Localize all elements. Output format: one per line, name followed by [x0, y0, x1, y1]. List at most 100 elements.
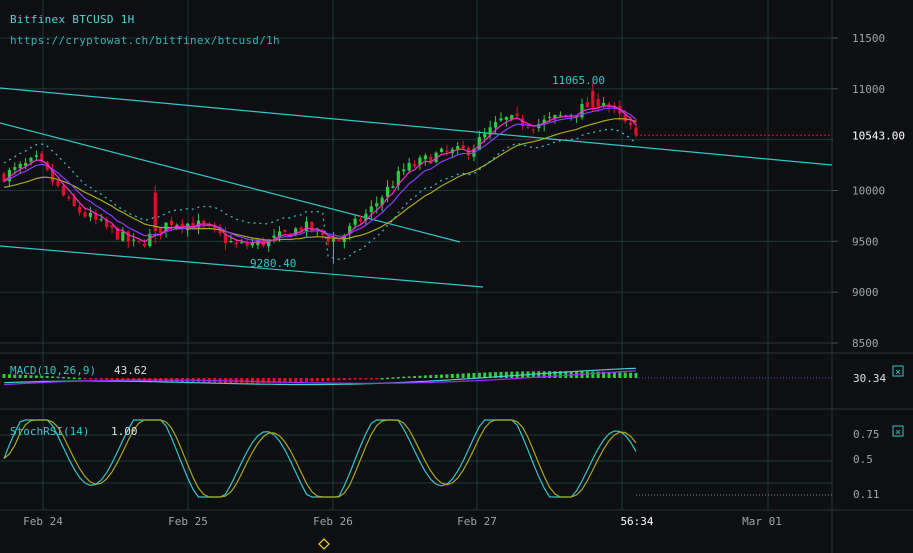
macd-bar	[342, 378, 346, 381]
ema-slow-line	[3, 117, 637, 241]
candle-body	[520, 118, 525, 127]
candle-body	[456, 146, 460, 150]
macd-line	[3, 367, 637, 386]
macd-bar	[499, 371, 503, 378]
macd-bar	[245, 378, 249, 384]
macd-bar	[110, 378, 114, 380]
macd-value: 43.62	[114, 364, 147, 377]
macd-close-glyph: ×	[895, 367, 901, 378]
macd-close-icon	[892, 365, 904, 377]
macd-bar	[542, 371, 546, 378]
candle-body	[142, 243, 147, 246]
candle-body	[380, 197, 384, 205]
macd-bar	[72, 377, 76, 380]
macd-bar	[353, 378, 357, 380]
candle-body	[67, 197, 71, 199]
last-price-label: 10543.00	[852, 129, 905, 142]
macd-bar	[623, 372, 627, 378]
candle-body	[402, 169, 406, 172]
macd-bar	[348, 378, 352, 380]
candle-body	[601, 102, 606, 106]
candle-body	[299, 227, 303, 231]
candle-body	[191, 222, 195, 229]
candle-body	[348, 225, 352, 235]
low-price-label: 9280.40	[250, 257, 296, 270]
macd-bar	[88, 378, 92, 380]
signal-line	[3, 370, 637, 386]
candle-body	[56, 180, 60, 186]
scroll-handle-icon[interactable]	[318, 538, 330, 550]
macd-bar	[304, 378, 308, 382]
macd-bar	[326, 378, 330, 381]
macd-histogram	[2, 371, 638, 384]
macd-bar	[126, 378, 130, 381]
macd-bar	[105, 378, 109, 380]
time-label-box	[614, 512, 660, 530]
candle-body	[553, 114, 557, 119]
stochrsi-tick-label: 0.11	[853, 488, 880, 501]
macd-bar	[375, 378, 379, 380]
chart-url[interactable]: https://cryptowat.ch/bitfinex/btcusd/1h	[10, 34, 280, 47]
last-price-box	[833, 126, 913, 145]
macd-bar	[267, 378, 271, 383]
stochrsi-k-line	[3, 419, 637, 498]
candle-body	[7, 169, 12, 182]
candle-body	[180, 223, 184, 229]
macd-bar	[261, 378, 265, 384]
macd-bar	[629, 372, 633, 378]
candle-body	[2, 173, 6, 182]
macd-bar	[445, 374, 449, 378]
macd-bar	[61, 376, 65, 379]
candle-body	[434, 152, 438, 162]
macd-bar	[585, 371, 589, 378]
candle-body	[391, 186, 395, 188]
macd-bar	[548, 371, 552, 378]
candle-body	[78, 206, 82, 213]
price-tick-label: 10000	[852, 185, 885, 198]
candle-body	[34, 155, 39, 157]
candle-body	[218, 228, 222, 234]
candle-body	[596, 98, 600, 107]
candle-body	[261, 239, 265, 247]
macd-bar	[78, 377, 82, 380]
x-tick-label: Feb 27	[457, 515, 497, 528]
stochrsi-d-line	[3, 419, 637, 498]
candle-body	[110, 225, 114, 228]
candle-body	[94, 212, 98, 220]
candle-body	[418, 157, 422, 165]
candle-body	[159, 227, 163, 234]
candle-body	[24, 162, 28, 166]
ema-fast-line	[3, 105, 637, 245]
candle-body	[483, 133, 487, 138]
stochrsi-tick-label: 0.5	[853, 453, 873, 466]
candle-body	[121, 231, 125, 241]
stochrsi-value: 1.00	[111, 425, 138, 438]
candle-body	[493, 122, 498, 128]
candle-body	[634, 127, 638, 136]
macd-bar	[40, 375, 44, 378]
macd-bar	[332, 378, 336, 381]
macd-bar	[67, 377, 71, 379]
macd-bar	[115, 378, 119, 380]
stochrsi-label: StochRSI(14)	[10, 425, 89, 438]
macd-bar	[56, 376, 60, 379]
candle-body	[304, 221, 309, 232]
macd-bar	[359, 378, 363, 380]
macd-bar	[51, 376, 55, 378]
macd-bar	[45, 376, 49, 378]
candle-body	[488, 127, 492, 136]
candle-body	[526, 126, 530, 128]
macd-bar	[553, 371, 557, 378]
macd-bar	[121, 378, 125, 381]
macd-bar	[612, 372, 616, 378]
candle-body	[29, 157, 33, 162]
countdown-label: 56:34	[620, 515, 653, 528]
macd-bar	[537, 371, 541, 378]
macd-bar	[515, 371, 519, 378]
candle-body	[169, 220, 174, 225]
macd-bar	[277, 378, 281, 383]
macd-bar	[380, 377, 384, 380]
candle-body	[591, 90, 595, 108]
macd-bar	[386, 377, 390, 380]
